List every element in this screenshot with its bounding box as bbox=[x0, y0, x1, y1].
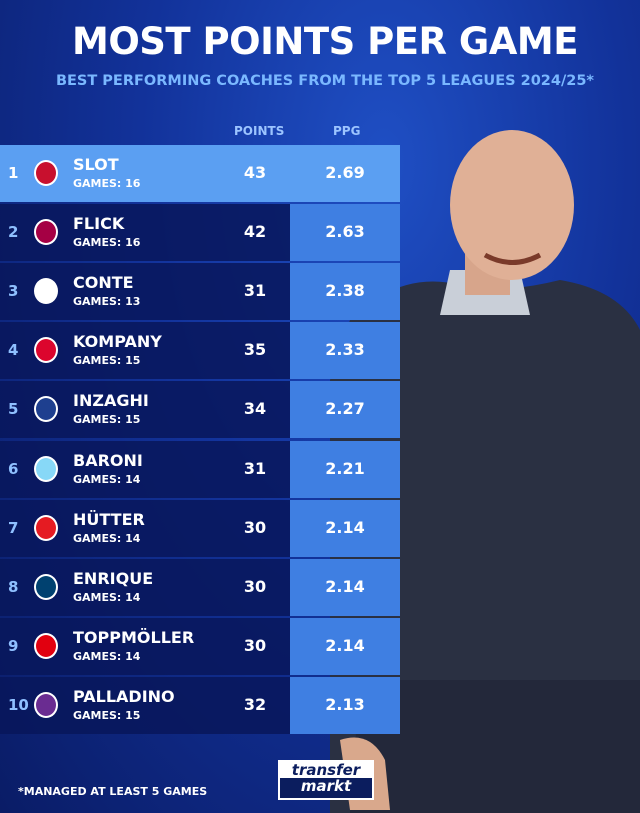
napoli-crest-icon bbox=[34, 278, 58, 305]
ppg-value: 2.27 bbox=[325, 399, 365, 419]
table-row: 3 CONTE GAMES: 13 31 2.38 bbox=[0, 263, 400, 321]
column-header-points: POINTS bbox=[234, 124, 285, 138]
fiorentina-crest-icon bbox=[34, 691, 58, 718]
ppg-cell bbox=[290, 440, 400, 498]
coach-name: SLOT bbox=[73, 155, 119, 174]
coach-photo bbox=[330, 130, 640, 813]
page-subtitle: BEST PERFORMING COACHES FROM THE TOP 5 L… bbox=[55, 73, 595, 89]
coach-name: PALLADINO bbox=[73, 686, 175, 706]
table-row: 4 KOMPANY GAMES: 15 35 2.33 bbox=[0, 322, 400, 380]
page-title: MOST POINTS PER GAME bbox=[72, 20, 578, 63]
points-value: 30 bbox=[243, 635, 267, 655]
games-count: GAMES: 15 bbox=[73, 354, 141, 368]
points-value: 31 bbox=[243, 458, 267, 478]
ppg-value: 2.38 bbox=[325, 281, 365, 301]
ppg-value: 2.33 bbox=[325, 340, 365, 360]
inter-crest-icon bbox=[34, 396, 58, 423]
table-row: 1 SLOT GAMES: 16 43 2.69 bbox=[0, 145, 400, 202]
points-value: 34 bbox=[243, 399, 267, 419]
ppg-cell bbox=[290, 381, 400, 439]
ppg-cell bbox=[290, 263, 400, 321]
coach-name: TOPPMÖLLER bbox=[73, 627, 195, 647]
rank: 6 bbox=[8, 459, 19, 478]
table-row: 5 INZAGHI GAMES: 15 34 2.27 bbox=[0, 381, 400, 439]
coach-name: KOMPANY bbox=[73, 332, 162, 352]
ppg-cell bbox=[290, 617, 400, 675]
coach-name: CONTE bbox=[73, 273, 134, 293]
monaco-crest-icon bbox=[34, 514, 58, 541]
games-count: GAMES: 14 bbox=[73, 649, 141, 663]
points-value: 32 bbox=[243, 694, 267, 714]
coach-name: FLICK bbox=[73, 214, 125, 234]
footnote: *MANAGED AT LEAST 5 GAMES bbox=[18, 785, 208, 798]
ppg-cell bbox=[290, 499, 400, 557]
barcelona-crest-icon bbox=[34, 219, 58, 246]
table-row: 8 ENRIQUE GAMES: 14 30 2.14 bbox=[0, 558, 400, 616]
table-row: 6 BARONI GAMES: 14 31 2.21 bbox=[0, 440, 400, 498]
points-value: 43 bbox=[243, 163, 267, 182]
rank: 10 bbox=[8, 695, 29, 714]
coach-name: BARONI bbox=[73, 450, 143, 470]
table-row: 10 PALLADINO GAMES: 15 32 2.13 bbox=[0, 676, 400, 734]
coach-name: ENRIQUE bbox=[73, 568, 154, 588]
rank: 3 bbox=[8, 282, 19, 301]
lazio-crest-icon bbox=[34, 455, 58, 482]
games-count: GAMES: 15 bbox=[73, 413, 141, 427]
rank: 5 bbox=[8, 400, 19, 419]
points-value: 31 bbox=[243, 281, 267, 301]
rank: 7 bbox=[8, 518, 19, 537]
games-count: GAMES: 14 bbox=[73, 590, 141, 604]
rank: 2 bbox=[8, 223, 19, 242]
ppg-value: 2.21 bbox=[325, 458, 365, 478]
ppg-value: 2.14 bbox=[325, 635, 365, 655]
games-count: GAMES: 14 bbox=[73, 531, 141, 545]
rank: 9 bbox=[8, 636, 19, 655]
ppg-cell bbox=[290, 558, 400, 616]
rank: 8 bbox=[8, 577, 19, 596]
ppg-value: 2.14 bbox=[325, 517, 365, 537]
liverpool-crest-icon bbox=[34, 160, 58, 186]
transfermarkt-logo: transfer markt bbox=[278, 760, 374, 800]
psg-crest-icon bbox=[34, 573, 58, 600]
ppg-cell bbox=[290, 204, 400, 262]
coach-name: INZAGHI bbox=[73, 391, 149, 411]
frankfurt-crest-icon bbox=[34, 632, 58, 659]
games-count: GAMES: 13 bbox=[73, 295, 141, 309]
table-row: 2 FLICK GAMES: 16 42 2.63 bbox=[0, 204, 400, 262]
ppg-value: 2.69 bbox=[325, 163, 365, 182]
games-count: GAMES: 15 bbox=[73, 708, 141, 722]
ppg-cell bbox=[290, 322, 400, 380]
ppg-value: 2.13 bbox=[325, 694, 365, 714]
rank: 4 bbox=[8, 341, 19, 360]
points-value: 42 bbox=[243, 222, 267, 242]
ppg-value: 2.63 bbox=[325, 222, 365, 242]
games-count: GAMES: 16 bbox=[73, 236, 141, 250]
points-value: 30 bbox=[243, 517, 267, 537]
games-count: GAMES: 16 bbox=[73, 177, 141, 190]
points-value: 35 bbox=[243, 340, 267, 360]
rank: 1 bbox=[8, 164, 19, 182]
coach-name: HÜTTER bbox=[73, 509, 145, 529]
table-row: 7 HÜTTER GAMES: 14 30 2.14 bbox=[0, 499, 400, 557]
column-header-ppg: PPG bbox=[333, 124, 361, 138]
table-row: 9 TOPPMÖLLER GAMES: 14 30 2.14 bbox=[0, 617, 400, 675]
ppg-cell bbox=[290, 676, 400, 734]
games-count: GAMES: 14 bbox=[73, 472, 141, 486]
bayern-crest-icon bbox=[34, 337, 58, 364]
ppg-cell bbox=[290, 145, 400, 202]
ppg-value: 2.14 bbox=[325, 576, 365, 596]
points-value: 30 bbox=[243, 576, 267, 596]
